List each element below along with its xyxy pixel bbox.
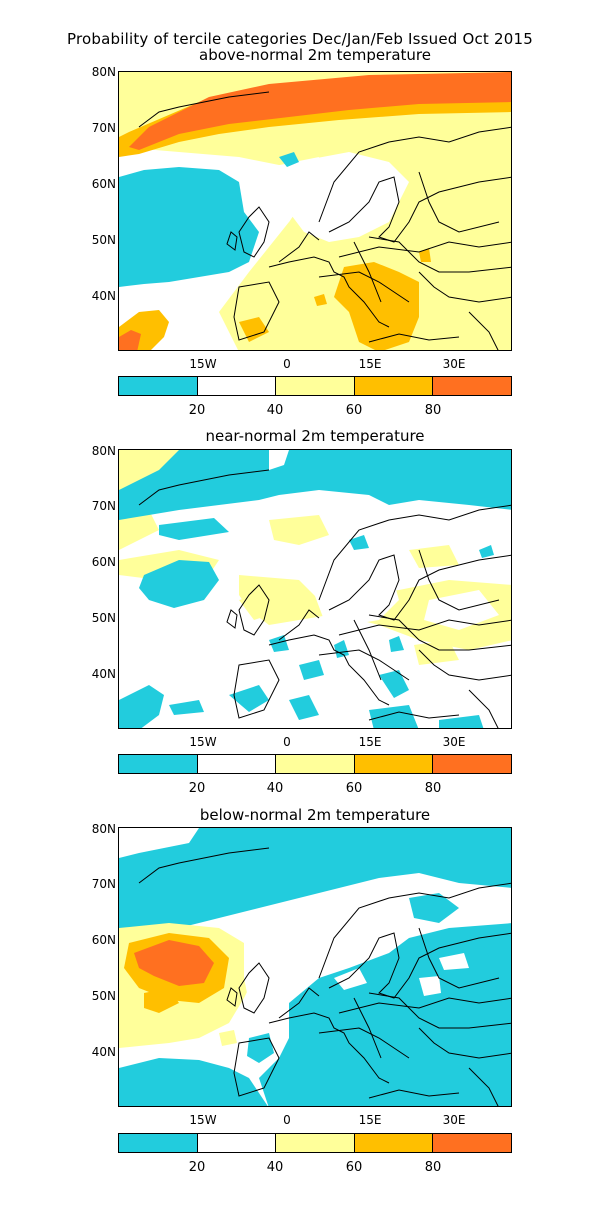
lat-label-70n: 70N — [91, 121, 116, 135]
colorbar-label-20: 20 — [188, 1160, 206, 1175]
lon-label-0: 0 — [283, 735, 291, 749]
colorbar-segment — [433, 377, 511, 395]
colorbar-segment — [354, 755, 434, 773]
lat-label-50n: 50N — [91, 611, 116, 625]
lat-label-40n: 40N — [91, 289, 116, 303]
panel-title-above-normal: above-normal 2m temperature — [199, 46, 431, 64]
lat-label-80n: 80N — [91, 65, 116, 79]
colorbar-segment — [276, 1134, 355, 1152]
colorbar-label-20: 20 — [188, 781, 206, 796]
lat-label-40n: 40N — [91, 667, 116, 681]
map-below-normal — [118, 827, 512, 1107]
lat-label-80n: 80N — [91, 444, 116, 458]
lon-label-15e: 15E — [358, 357, 382, 371]
colorbar-segment — [276, 377, 355, 395]
colorbar-label-60: 60 — [345, 403, 363, 418]
colorbar-segment — [276, 755, 355, 773]
lat-label-60n: 60N — [91, 555, 116, 569]
colorbar-segment — [197, 377, 277, 395]
map-above-normal — [118, 71, 512, 351]
lon-label-15e: 15E — [358, 1113, 382, 1127]
lon-label-0: 0 — [283, 1113, 291, 1127]
colorbar-label-40: 40 — [266, 1160, 284, 1175]
lat-label-80n: 80N — [91, 822, 116, 836]
panel-title-below-normal: below-normal 2m temperature — [199, 806, 431, 824]
colorbar-segment — [354, 1134, 434, 1152]
lon-label-0: 0 — [283, 357, 291, 371]
lon-label-15w: 15W — [189, 735, 217, 749]
lon-label-30e: 30E — [442, 1113, 466, 1127]
lon-label-15e: 15E — [358, 735, 382, 749]
colorbar-segment — [197, 1134, 277, 1152]
lat-label-50n: 50N — [91, 233, 116, 247]
colorbar-segment — [119, 1134, 198, 1152]
lon-label-15w: 15W — [189, 357, 217, 371]
figure-title: Probability of tercile categories Dec/Ja… — [67, 30, 533, 48]
colorbar-segment — [119, 377, 198, 395]
lat-label-40n: 40N — [91, 1045, 116, 1059]
lon-label-30e: 30E — [442, 357, 466, 371]
colorbar-segment — [433, 1134, 511, 1152]
colorbar-below-normal — [118, 1133, 512, 1153]
colorbar-label-40: 40 — [266, 403, 284, 418]
colorbar-label-60: 60 — [345, 1160, 363, 1175]
colorbar-segment — [433, 755, 511, 773]
lat-label-70n: 70N — [91, 877, 116, 891]
colorbar-label-60: 60 — [345, 781, 363, 796]
colorbar-near-normal — [118, 754, 512, 774]
colorbar-segment — [197, 755, 277, 773]
map-near-normal — [118, 449, 512, 729]
colorbar-label-20: 20 — [188, 403, 206, 418]
lat-label-60n: 60N — [91, 177, 116, 191]
colorbar-segment — [354, 377, 434, 395]
colorbar-label-80: 80 — [424, 403, 442, 418]
lat-label-60n: 60N — [91, 933, 116, 947]
colorbar-label-80: 80 — [424, 1160, 442, 1175]
colorbar-label-80: 80 — [424, 781, 442, 796]
colorbar-above-normal — [118, 376, 512, 396]
lat-label-70n: 70N — [91, 499, 116, 513]
lon-label-15w: 15W — [189, 1113, 217, 1127]
panel-title-near-normal: near-normal 2m temperature — [205, 427, 425, 445]
colorbar-label-40: 40 — [266, 781, 284, 796]
colorbar-segment — [119, 755, 198, 773]
lon-label-30e: 30E — [442, 735, 466, 749]
lat-label-50n: 50N — [91, 989, 116, 1003]
